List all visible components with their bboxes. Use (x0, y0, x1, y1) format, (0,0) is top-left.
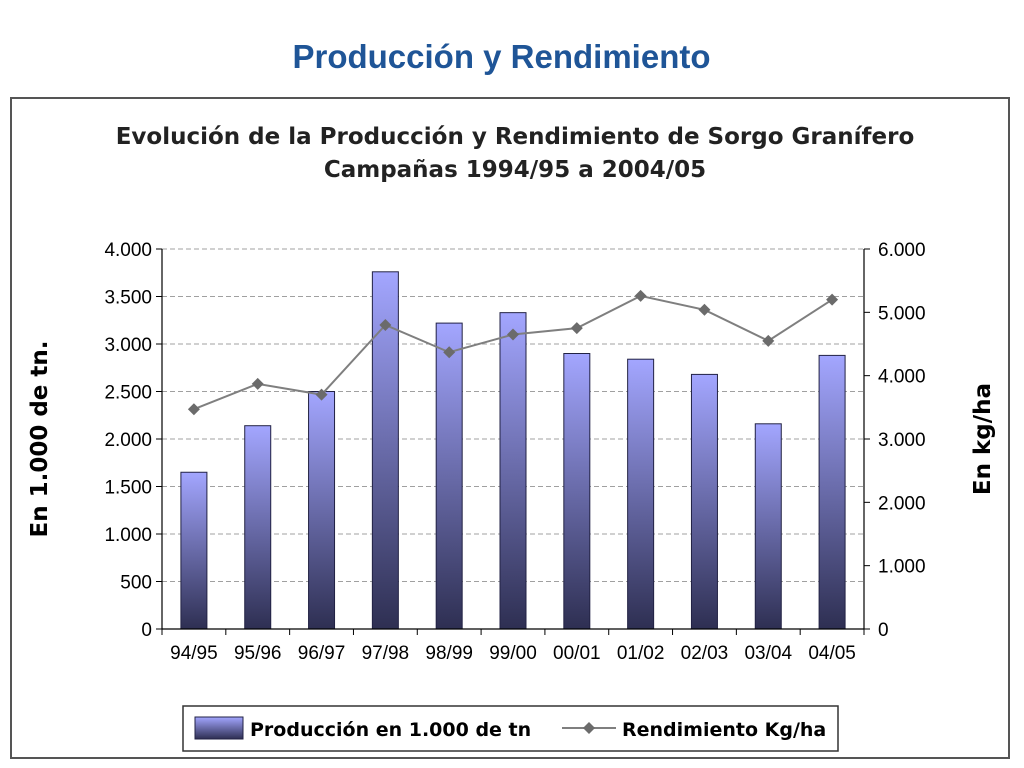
bar (690, 373, 718, 630)
y2-tick-label: 5.000 (878, 303, 926, 324)
y2-tick-label: 6.000 (878, 240, 926, 261)
legend-label-yield: Rendimiento Kg/ha (622, 719, 826, 741)
line-series (187, 289, 839, 416)
y-tick-label: 3.000 (104, 335, 152, 356)
legend-line-marker (583, 722, 595, 734)
y2-tick-label: 0 (878, 620, 889, 641)
chart-title-line-1: Evolución de la Producción y Rendimiento… (116, 124, 915, 150)
yield-point (826, 293, 839, 306)
yield-point (251, 377, 264, 390)
y-tick-label: 1.000 (104, 525, 152, 546)
legend-box (182, 705, 839, 752)
bar (499, 312, 527, 630)
x-tick-label: 98/99 (425, 643, 473, 664)
y2-tick-label: 3.000 (878, 430, 926, 451)
bar-series (180, 271, 846, 630)
y2-tick-label: 1.000 (878, 557, 926, 578)
x-tick-label: 00/01 (553, 643, 601, 664)
x-tick-label: 95/96 (234, 643, 282, 664)
yield-point (762, 334, 775, 347)
y-tick-label: 500 (120, 573, 152, 594)
grid-lines (162, 248, 864, 582)
x-tick-label: 97/98 (362, 643, 410, 664)
yield-point (507, 328, 519, 341)
yield-point (315, 388, 328, 401)
legend-bar-swatch (194, 716, 244, 740)
y-axis-label-left: En 1.000 de tn. (27, 340, 53, 537)
y-axis-label-right: En kg/ha (970, 383, 996, 495)
bar (435, 322, 463, 630)
y2-tick-label: 2.000 (878, 493, 926, 514)
legend: Producción en 1.000 de tn Rendimiento Kg… (182, 705, 839, 752)
bar (627, 358, 655, 630)
bar (308, 391, 336, 630)
chart-title-line-2: Campañas 1994/95 a 2004/05 (324, 157, 706, 183)
bar (754, 423, 782, 630)
bar (180, 471, 208, 630)
bar (563, 353, 591, 630)
bar (371, 271, 399, 630)
slide-title: Producción y Rendimiento (292, 38, 711, 75)
y2-tick-label: 4.000 (878, 367, 926, 388)
x-tick-label: 99/00 (489, 643, 537, 664)
yield-point (187, 403, 200, 416)
yield-point (634, 289, 647, 302)
x-tick-label: 02/03 (681, 643, 729, 664)
chart-frame: Evolución de la Producción y Rendimiento… (10, 97, 1010, 759)
yield-point (698, 303, 711, 316)
axes (156, 248, 870, 635)
yield-point (570, 322, 583, 335)
y-tick-label: 1.500 (104, 478, 152, 499)
yield-point (379, 319, 392, 331)
y-tick-label: 0 (141, 620, 152, 641)
x-tick-label: 96/97 (298, 643, 346, 664)
yield-point (443, 346, 456, 359)
x-tick-label: 01/02 (617, 643, 665, 664)
x-tick-label: 03/04 (744, 643, 792, 664)
bar (244, 425, 272, 630)
y-tick-label: 3.500 (104, 288, 152, 309)
y-tick-label: 2.000 (104, 430, 152, 451)
x-tick-label: 94/95 (170, 643, 218, 664)
x-tick-label: 04/05 (808, 643, 856, 664)
legend-label-production: Producción en 1.000 de tn (250, 719, 531, 741)
bar (818, 354, 846, 630)
y-tick-label: 2.500 (104, 383, 152, 404)
tick-labels: 0 500 1.000 1.500 2.000 2.500 3.000 3.500 4.000 0… (104, 240, 925, 664)
chart: Evolución de la Producción y Rendimiento… (27, 124, 996, 752)
y-tick-label: 4.000 (104, 240, 152, 261)
